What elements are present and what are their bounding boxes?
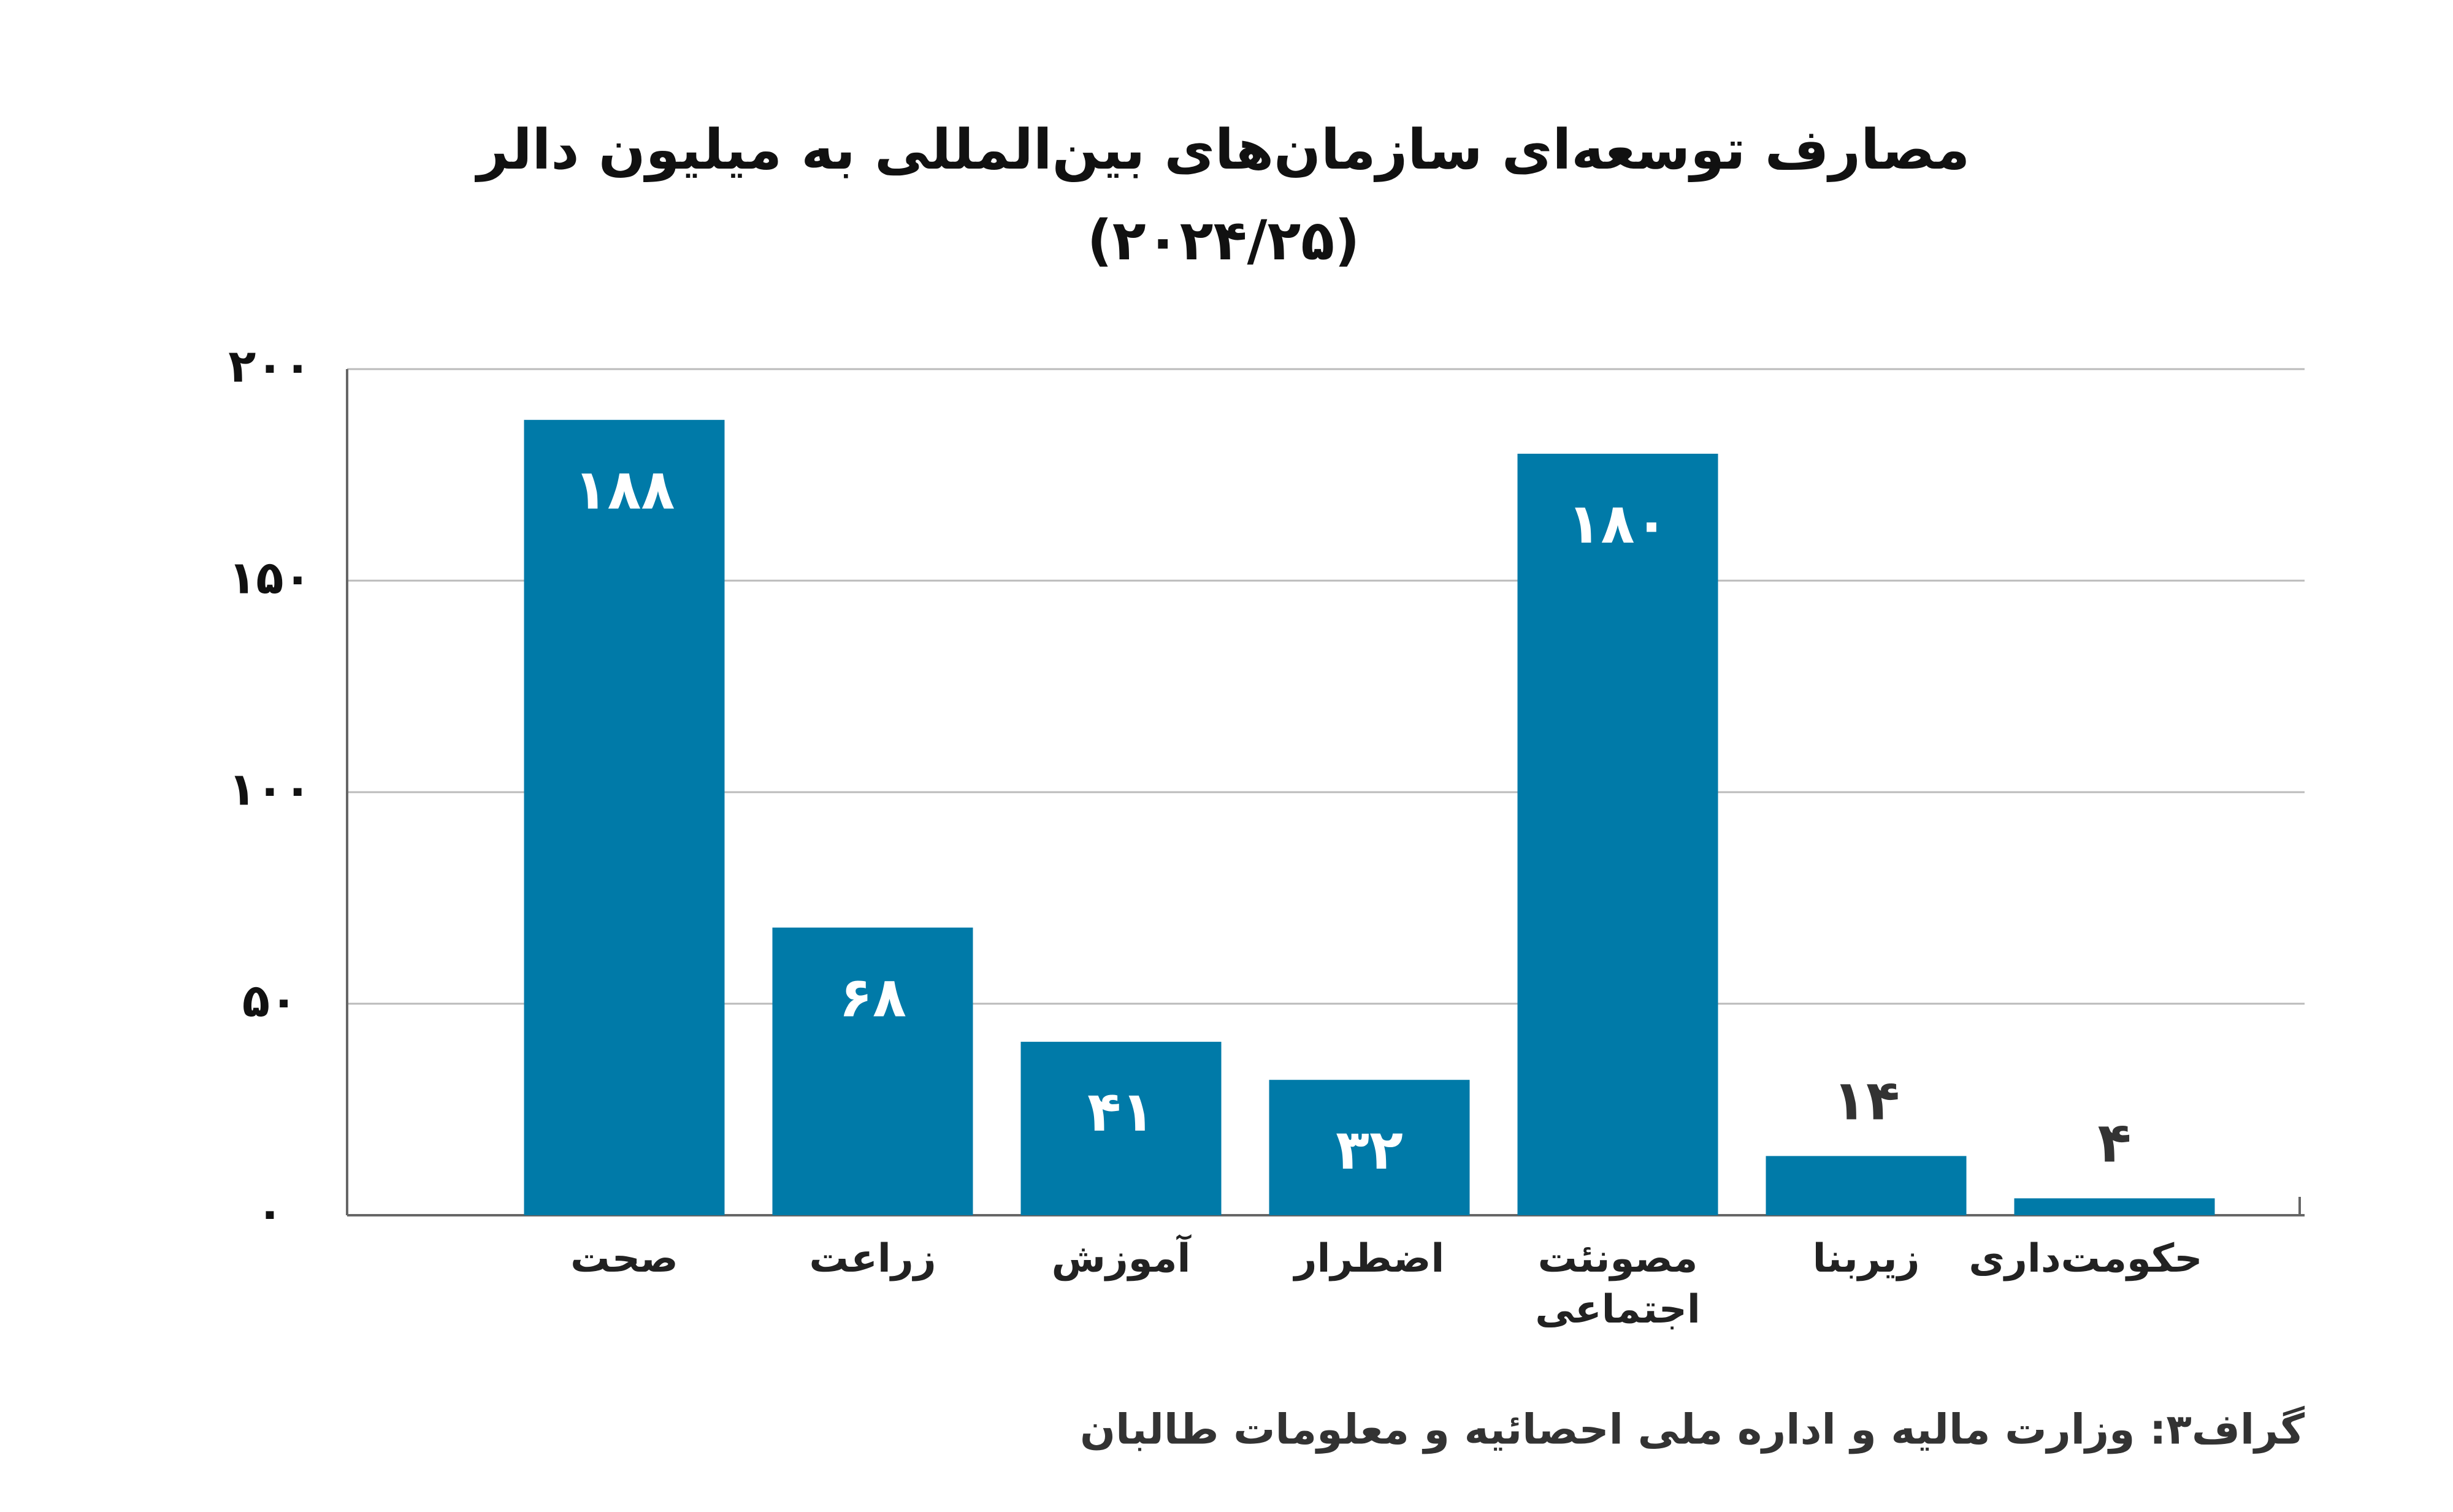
bar [1020,1042,1222,1215]
x-tick-label: زیربنا [1812,1236,1920,1281]
y-tick-label: ۰ [256,1186,283,1239]
x-tick-label: زراعت [809,1236,936,1281]
value-label: ۱۸۸ [574,458,675,522]
value-label: ۴ [2098,1110,2132,1175]
x-tick-label: اضطرار [1294,1236,1445,1281]
bar [1269,1080,1470,1215]
x-tick-label: مصونئت اجتماعی [1535,1236,1701,1333]
x-tick-label: آموزش [1051,1236,1191,1281]
bar [524,419,725,1215]
y-tick-label: ۱۰۰ [228,763,312,816]
chart-title: مصارف توسعه‌ای سازمان‌های بین‌المللی به … [475,118,1970,182]
value-label: ۱۴ [1832,1068,1900,1132]
value-label: ۱۸۰ [1567,492,1669,556]
bar [1517,454,1718,1215]
value-label: ۶۸ [839,966,906,1030]
value-label: ۳۲ [1336,1118,1403,1182]
bar [1766,1156,1967,1215]
x-tick-label: صحت [570,1236,678,1281]
y-tick-label: ۲۰۰ [228,340,312,393]
value-label: ۴۱ [1087,1080,1155,1144]
y-tick-label: ۱۵۰ [228,552,312,605]
x-tick-label: حکومت‌داری [1969,1236,2203,1281]
bar [2014,1198,2215,1215]
y-tick-label: ۵۰ [242,975,297,1028]
chart-subtitle: (۲۰۲۴/۲۵) [1087,208,1360,273]
bar [772,927,973,1215]
source-note: گراف۳: وزارت ماليه و اداره ملی احصائیه و… [1080,1406,2305,1454]
